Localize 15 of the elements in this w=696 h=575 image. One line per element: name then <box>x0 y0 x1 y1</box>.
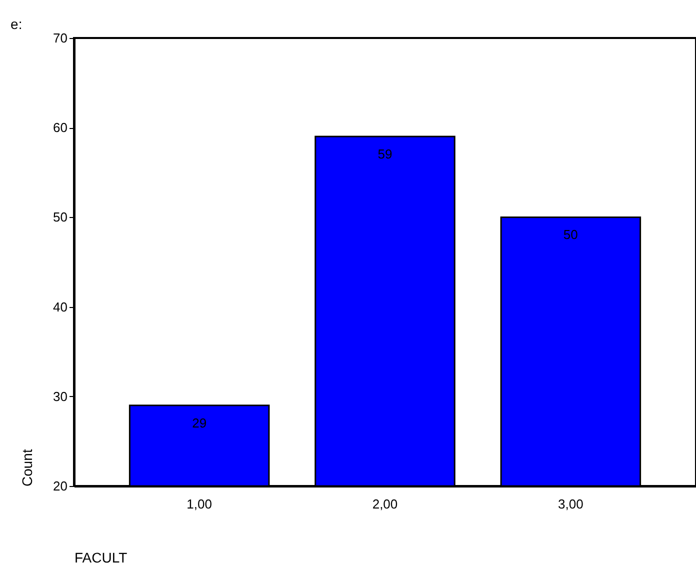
y-tick-label: 30 <box>53 388 68 404</box>
y-axis-title: Count <box>19 449 36 486</box>
text: e: <box>10 16 22 32</box>
y-tick-label: 20 <box>53 478 68 494</box>
data-label: 50 <box>563 227 578 242</box>
x-tick-label: 2,00 <box>372 496 398 512</box>
x-tick-label: 1,00 <box>186 496 212 512</box>
y-tick-label: 60 <box>53 120 68 136</box>
data-label: 29 <box>192 415 207 430</box>
x-axis-title: FACULT <box>74 550 128 566</box>
y-tick-label: 70 <box>53 30 68 46</box>
x-tick-label: 3,00 <box>558 496 584 512</box>
y-tick-label: 40 <box>53 299 68 314</box>
data-label: 59 <box>378 146 392 162</box>
y-tick-label: 50 <box>53 210 68 225</box>
